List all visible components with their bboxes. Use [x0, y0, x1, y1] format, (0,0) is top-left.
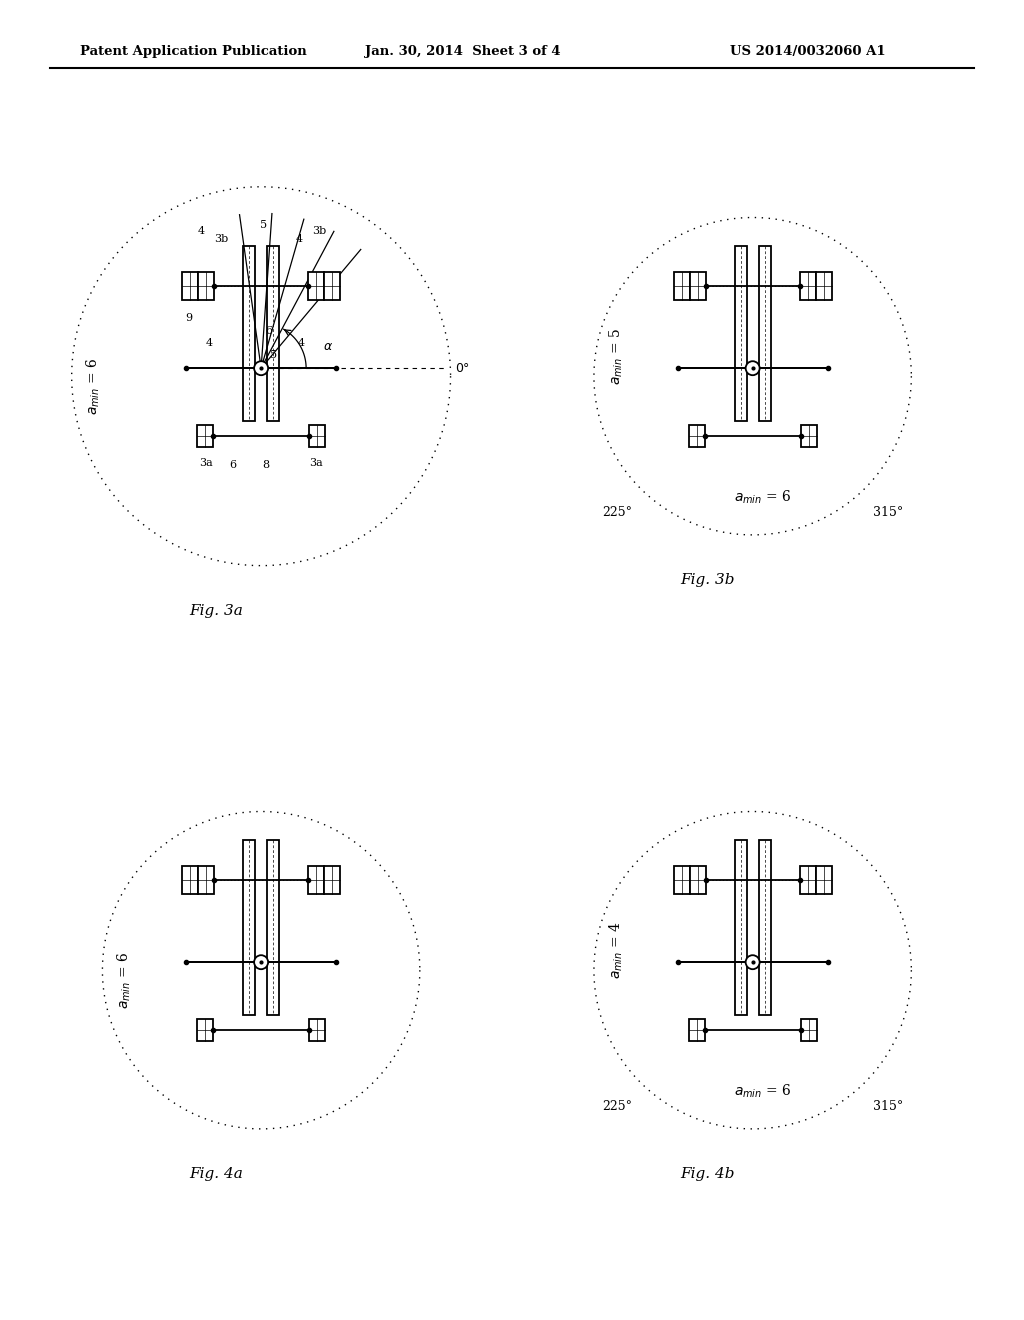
Text: 4: 4 [296, 234, 303, 244]
Text: 6: 6 [265, 326, 272, 337]
Text: 8: 8 [262, 461, 269, 470]
Bar [197, 425, 213, 447]
Bar [198, 272, 214, 300]
Text: Fig. 4a: Fig. 4a [189, 1167, 243, 1181]
Circle shape [745, 362, 760, 375]
Bar [689, 866, 706, 894]
Text: Patent Application Publication: Patent Application Publication [80, 45, 307, 58]
Text: $a_{min}$ = 6: $a_{min}$ = 6 [734, 488, 792, 506]
Text: 315°: 315° [873, 507, 903, 519]
Text: $a_{min}$ = 4: $a_{min}$ = 4 [607, 921, 625, 979]
Bar [243, 841, 255, 1015]
Bar [182, 272, 198, 300]
Bar [182, 866, 198, 894]
Text: 4: 4 [206, 338, 213, 348]
Bar [309, 425, 326, 447]
Text: Fig. 3a: Fig. 3a [189, 603, 243, 618]
Bar [198, 866, 214, 894]
Text: 3b: 3b [312, 226, 327, 236]
Bar [197, 1019, 213, 1041]
Text: $a_{min}$ = 6: $a_{min}$ = 6 [85, 358, 102, 414]
Bar [816, 272, 831, 300]
Bar [674, 866, 689, 894]
Bar [801, 425, 817, 447]
Bar [325, 272, 340, 300]
Text: 225°: 225° [602, 507, 632, 519]
Text: 225°: 225° [602, 1101, 632, 1113]
Bar [759, 841, 771, 1015]
Text: 4: 4 [198, 226, 205, 236]
Bar [688, 425, 705, 447]
Bar [325, 866, 340, 894]
Text: 3a: 3a [200, 458, 213, 469]
Bar [267, 247, 280, 421]
Circle shape [254, 362, 268, 375]
Text: Fig. 4b: Fig. 4b [680, 1167, 735, 1181]
Text: Fig. 3b: Fig. 3b [680, 573, 735, 587]
Text: $\alpha$: $\alpha$ [324, 339, 333, 352]
Bar [689, 272, 706, 300]
Text: 5: 5 [269, 350, 276, 360]
Bar [267, 841, 280, 1015]
Text: Jan. 30, 2014  Sheet 3 of 4: Jan. 30, 2014 Sheet 3 of 4 [365, 45, 560, 58]
Text: $a_{min}$ = 6: $a_{min}$ = 6 [734, 1082, 792, 1100]
Text: 0°: 0° [456, 362, 470, 375]
Bar [308, 272, 325, 300]
Text: 315°: 315° [873, 1101, 903, 1113]
Text: 5: 5 [259, 220, 266, 230]
Text: $a_{min}$ = 5: $a_{min}$ = 5 [607, 327, 625, 385]
Bar [759, 247, 771, 421]
Bar [674, 272, 689, 300]
Text: 4: 4 [298, 338, 305, 348]
Bar [734, 247, 746, 421]
Circle shape [745, 956, 760, 969]
Bar [308, 866, 325, 894]
Text: 9: 9 [185, 313, 193, 323]
Text: $a_{min}$ = 6: $a_{min}$ = 6 [116, 952, 133, 1008]
Bar [800, 866, 816, 894]
Bar [800, 272, 816, 300]
Text: 3b: 3b [214, 234, 228, 244]
Bar [816, 866, 831, 894]
Bar [688, 1019, 705, 1041]
Text: 6: 6 [229, 461, 237, 470]
Bar [801, 1019, 817, 1041]
Bar [309, 1019, 326, 1041]
Bar [734, 841, 746, 1015]
Circle shape [254, 956, 268, 969]
Text: 3a: 3a [309, 458, 323, 469]
Text: US 2014/0032060 A1: US 2014/0032060 A1 [730, 45, 886, 58]
Bar [243, 247, 255, 421]
